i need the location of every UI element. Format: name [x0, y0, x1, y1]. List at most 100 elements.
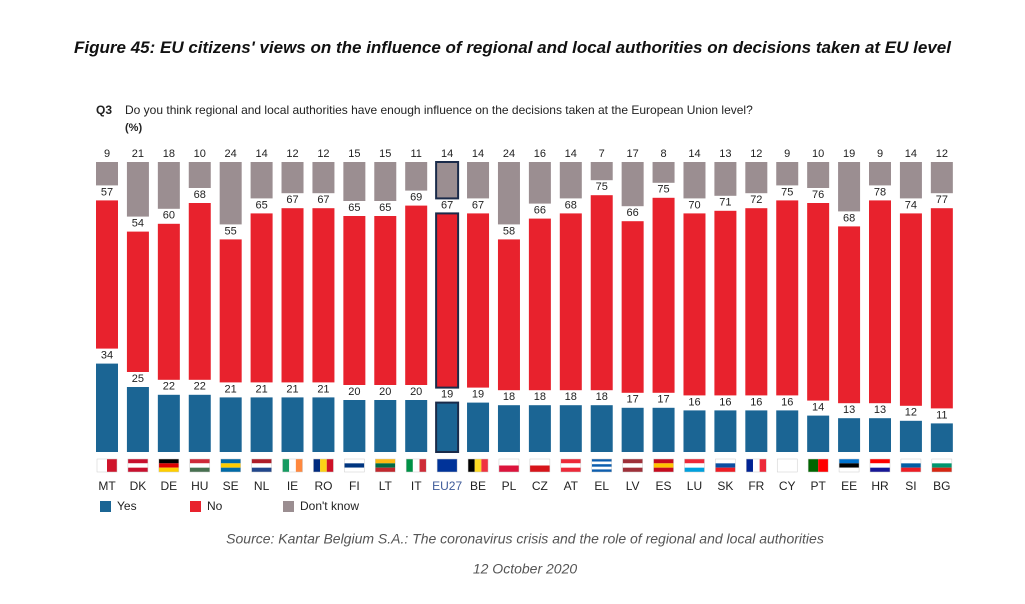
value-label: 14 — [255, 148, 267, 160]
bar-segment — [126, 231, 149, 372]
value-label: 54 — [132, 218, 144, 230]
bar-segment — [281, 162, 304, 194]
flag-stripe — [189, 459, 210, 464]
value-label: 9 — [104, 148, 110, 160]
value-label: 9 — [784, 148, 790, 160]
value-label: 69 — [410, 192, 422, 204]
flag-border — [529, 458, 551, 473]
value-label: 19 — [441, 389, 453, 401]
value-label: 14 — [441, 148, 453, 160]
value-label: 16 — [534, 148, 546, 160]
bar-segment — [930, 208, 953, 409]
flag-stripe — [375, 463, 396, 468]
value-label: 66 — [627, 207, 639, 219]
value-label: 67 — [286, 194, 298, 206]
flag-stripe — [777, 459, 798, 472]
flag-stripe — [375, 467, 396, 472]
flag-border — [653, 458, 674, 473]
bar-segment — [590, 162, 613, 181]
value-label: 22 — [163, 381, 175, 393]
bar-segment — [96, 200, 118, 349]
flag-border — [746, 458, 767, 473]
flag-stripe — [752, 459, 760, 472]
bar-segment — [559, 162, 582, 199]
bar-segment — [559, 405, 582, 452]
flag-stripe — [251, 459, 272, 464]
x-tick-label: FR — [748, 479, 764, 493]
value-label: 58 — [503, 225, 515, 237]
x-tick-label: MT — [98, 479, 116, 493]
value-label: 20 — [379, 386, 391, 398]
source: Source: Kantar Belgium S.A.: The coronav… — [226, 531, 824, 547]
bar-segment — [96, 162, 118, 186]
flag-stripe — [715, 467, 736, 472]
value-label: 68 — [843, 212, 855, 224]
flag-stripe — [320, 459, 327, 472]
value-label: 65 — [255, 199, 267, 211]
value-label: 67 — [441, 199, 453, 211]
x-tick-label: LV — [626, 479, 640, 493]
flag-stripe — [127, 467, 148, 472]
value-label: 12 — [750, 148, 762, 160]
flag-stripe — [653, 463, 674, 468]
bar-segment — [621, 221, 644, 393]
bar-segment — [930, 162, 953, 194]
value-label: 57 — [101, 186, 113, 198]
x-tick-label: CY — [779, 479, 796, 493]
value-label: 68 — [194, 189, 206, 201]
bar-segment — [745, 162, 768, 194]
value-label: 34 — [101, 350, 113, 362]
flag-stripe — [251, 467, 272, 472]
flag-stripe — [839, 463, 860, 468]
bar-segment — [745, 410, 768, 452]
flag-stripe — [127, 459, 148, 464]
bar-segment — [652, 162, 675, 183]
bar-segment — [869, 200, 891, 404]
flag-stripe — [653, 467, 674, 472]
bar-segment — [405, 162, 428, 191]
bar-segment — [714, 210, 737, 396]
bar-segment — [838, 226, 861, 404]
flag-stripe — [931, 459, 952, 464]
flag-stripe — [220, 463, 241, 468]
value-label: 65 — [348, 202, 360, 214]
value-label: 12 — [317, 148, 329, 160]
bar-segment — [343, 400, 366, 452]
flag-stripe — [591, 459, 612, 462]
value-label: 76 — [812, 189, 824, 201]
legend-label: Don't know — [300, 499, 359, 513]
flag-stripe — [406, 459, 413, 472]
value-label: 15 — [379, 148, 391, 160]
value-label: 21 — [225, 383, 237, 395]
bar-segment — [869, 418, 891, 452]
flag-stripe — [622, 459, 643, 464]
flag-border — [436, 458, 458, 473]
x-tick-label: EL — [594, 479, 609, 493]
flag-stripe — [375, 459, 396, 464]
value-label: 22 — [194, 381, 206, 393]
flag-border — [869, 458, 891, 473]
x-tick-label: ES — [656, 479, 672, 493]
flag-stripe — [412, 459, 420, 472]
bar-segment — [281, 208, 304, 383]
x-tick-label: IE — [287, 479, 298, 493]
question: Do you think regional and local authorit… — [125, 103, 753, 117]
flag-stripe — [220, 459, 241, 464]
flag-stripe — [839, 459, 860, 464]
value-label: 77 — [936, 194, 948, 206]
flag-stripe — [289, 459, 296, 472]
flag-border — [591, 458, 612, 473]
bar-segment — [838, 162, 861, 212]
value-label: 11 — [936, 409, 947, 421]
legend-swatch — [100, 501, 111, 512]
flag-border — [127, 458, 149, 473]
flag-stripe — [529, 459, 550, 466]
bar-segment — [869, 162, 891, 186]
flag-stripe — [295, 459, 303, 472]
flag-stripe — [344, 463, 365, 468]
bar-segment — [807, 415, 830, 452]
value-label: 20 — [348, 386, 360, 398]
value-label: 60 — [163, 210, 175, 222]
flag-border — [220, 458, 241, 473]
value-label: 72 — [750, 194, 762, 206]
